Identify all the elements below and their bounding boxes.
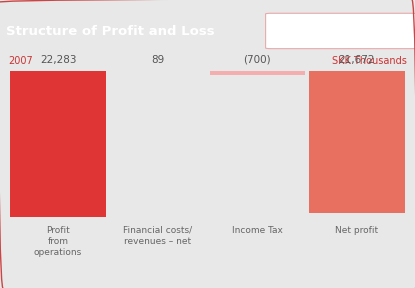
Bar [210, 71, 305, 75]
Text: 22,283: 22,283 [40, 55, 76, 65]
Text: Financial costs/
revenues – net: Financial costs/ revenues – net [123, 226, 192, 246]
Text: 2007: 2007 [8, 56, 33, 67]
Text: Net profit: Net profit [335, 226, 378, 235]
Bar [309, 71, 405, 213]
Bar [10, 71, 106, 217]
FancyBboxPatch shape [266, 13, 415, 49]
Text: 21,672: 21,672 [339, 55, 375, 65]
Text: (700): (700) [244, 55, 271, 65]
Text: Income Tax: Income Tax [232, 226, 283, 235]
Text: Structure of Profit and Loss: Structure of Profit and Loss [6, 25, 215, 38]
Text: 89: 89 [151, 55, 164, 65]
Text: Profit
from
operations: Profit from operations [34, 226, 82, 257]
Text: SKK Thousands: SKK Thousands [332, 56, 407, 67]
